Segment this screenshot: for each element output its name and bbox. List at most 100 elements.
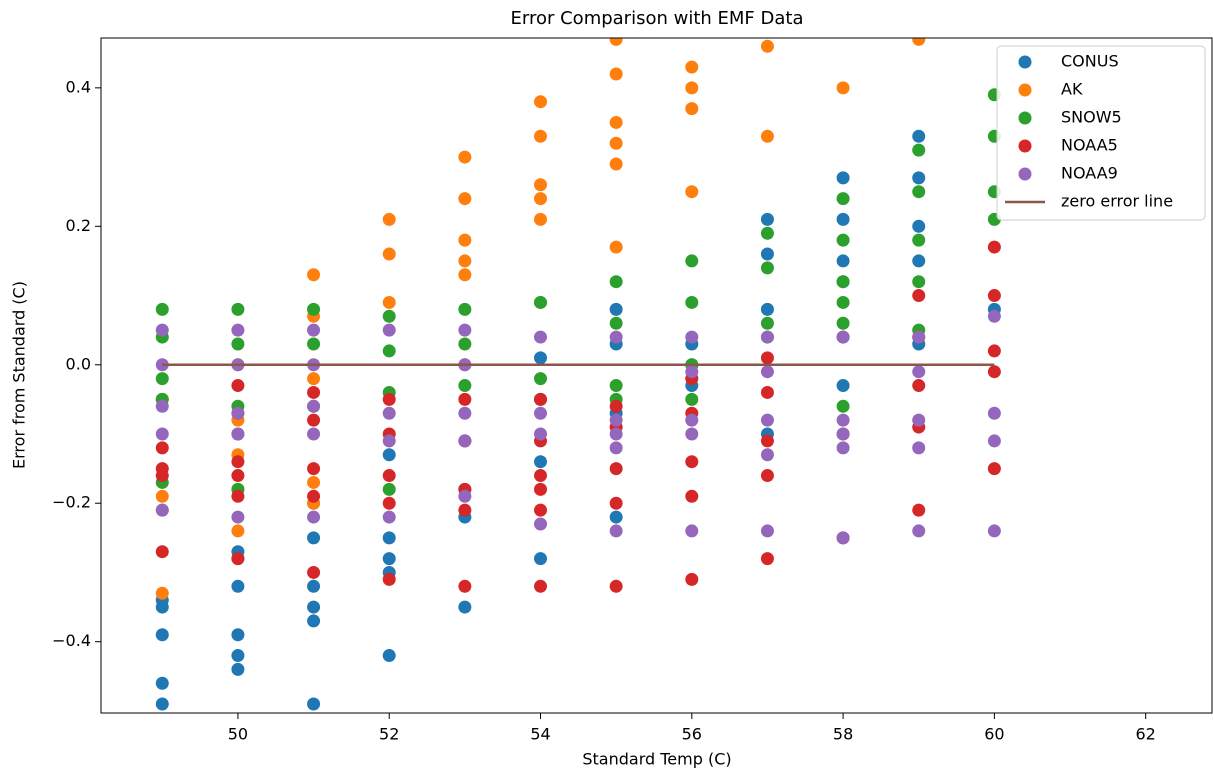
- point: [231, 427, 245, 441]
- point: [987, 524, 1001, 538]
- legend-label: CONUS: [1061, 52, 1119, 71]
- point: [685, 185, 699, 199]
- point: [912, 171, 926, 185]
- point: [912, 143, 926, 157]
- point: [685, 572, 699, 586]
- x-tick-label: 60: [984, 725, 1004, 744]
- point: [382, 434, 396, 448]
- point: [685, 295, 699, 309]
- point: [155, 545, 169, 559]
- point: [836, 192, 850, 206]
- point: [534, 95, 548, 109]
- point: [836, 212, 850, 226]
- legend-label: zero error line: [1061, 192, 1173, 211]
- point: [760, 351, 774, 365]
- point: [231, 489, 245, 503]
- point: [155, 441, 169, 455]
- point: [382, 247, 396, 261]
- point: [534, 517, 548, 531]
- point: [382, 552, 396, 566]
- point: [231, 455, 245, 469]
- point: [534, 392, 548, 406]
- point: [534, 295, 548, 309]
- point: [609, 379, 623, 393]
- point: [760, 316, 774, 330]
- point: [912, 330, 926, 344]
- point: [609, 462, 623, 476]
- point: [760, 39, 774, 53]
- point: [609, 427, 623, 441]
- point: [609, 302, 623, 316]
- point: [760, 129, 774, 143]
- point: [836, 427, 850, 441]
- point: [836, 275, 850, 289]
- point: [458, 406, 472, 420]
- point: [458, 302, 472, 316]
- point: [912, 289, 926, 303]
- point: [307, 565, 321, 579]
- point: [987, 344, 1001, 358]
- point: [836, 81, 850, 95]
- point: [534, 552, 548, 566]
- point: [307, 399, 321, 413]
- point: [685, 330, 699, 344]
- point: [307, 614, 321, 628]
- point: [458, 150, 472, 164]
- point: [307, 302, 321, 316]
- point: [231, 662, 245, 676]
- point: [307, 600, 321, 614]
- point: [231, 379, 245, 393]
- point: [458, 600, 472, 614]
- point: [534, 406, 548, 420]
- point: [760, 365, 774, 379]
- point: [534, 427, 548, 441]
- point: [836, 254, 850, 268]
- point: [307, 489, 321, 503]
- point: [534, 192, 548, 206]
- point: [760, 413, 774, 427]
- point: [685, 60, 699, 74]
- point: [155, 399, 169, 413]
- y-tick-label: 0.4: [66, 77, 91, 96]
- legend-marker: [1018, 139, 1032, 153]
- point: [307, 413, 321, 427]
- point: [458, 489, 472, 503]
- point: [760, 434, 774, 448]
- point: [458, 579, 472, 593]
- point: [307, 462, 321, 476]
- point: [307, 579, 321, 593]
- point: [458, 268, 472, 282]
- legend-marker: [1018, 167, 1032, 181]
- point: [836, 316, 850, 330]
- point: [382, 469, 396, 483]
- point: [307, 531, 321, 545]
- point: [155, 489, 169, 503]
- point: [231, 524, 245, 538]
- point: [609, 579, 623, 593]
- point: [458, 233, 472, 247]
- point: [912, 254, 926, 268]
- x-axis-label: Standard Temp (C): [582, 750, 731, 769]
- point: [609, 275, 623, 289]
- point: [382, 448, 396, 462]
- point: [685, 524, 699, 538]
- point: [987, 434, 1001, 448]
- point: [382, 649, 396, 663]
- point: [609, 524, 623, 538]
- point: [609, 38, 623, 46]
- point: [609, 157, 623, 171]
- point: [760, 469, 774, 483]
- point: [382, 496, 396, 510]
- point: [685, 392, 699, 406]
- y-tick-label: 0.2: [66, 216, 91, 235]
- point: [609, 67, 623, 81]
- point: [231, 510, 245, 524]
- point: [912, 185, 926, 199]
- point: [609, 115, 623, 129]
- point: [760, 302, 774, 316]
- point: [685, 489, 699, 503]
- point: [836, 295, 850, 309]
- x-tick-label: 54: [530, 725, 550, 744]
- point: [307, 510, 321, 524]
